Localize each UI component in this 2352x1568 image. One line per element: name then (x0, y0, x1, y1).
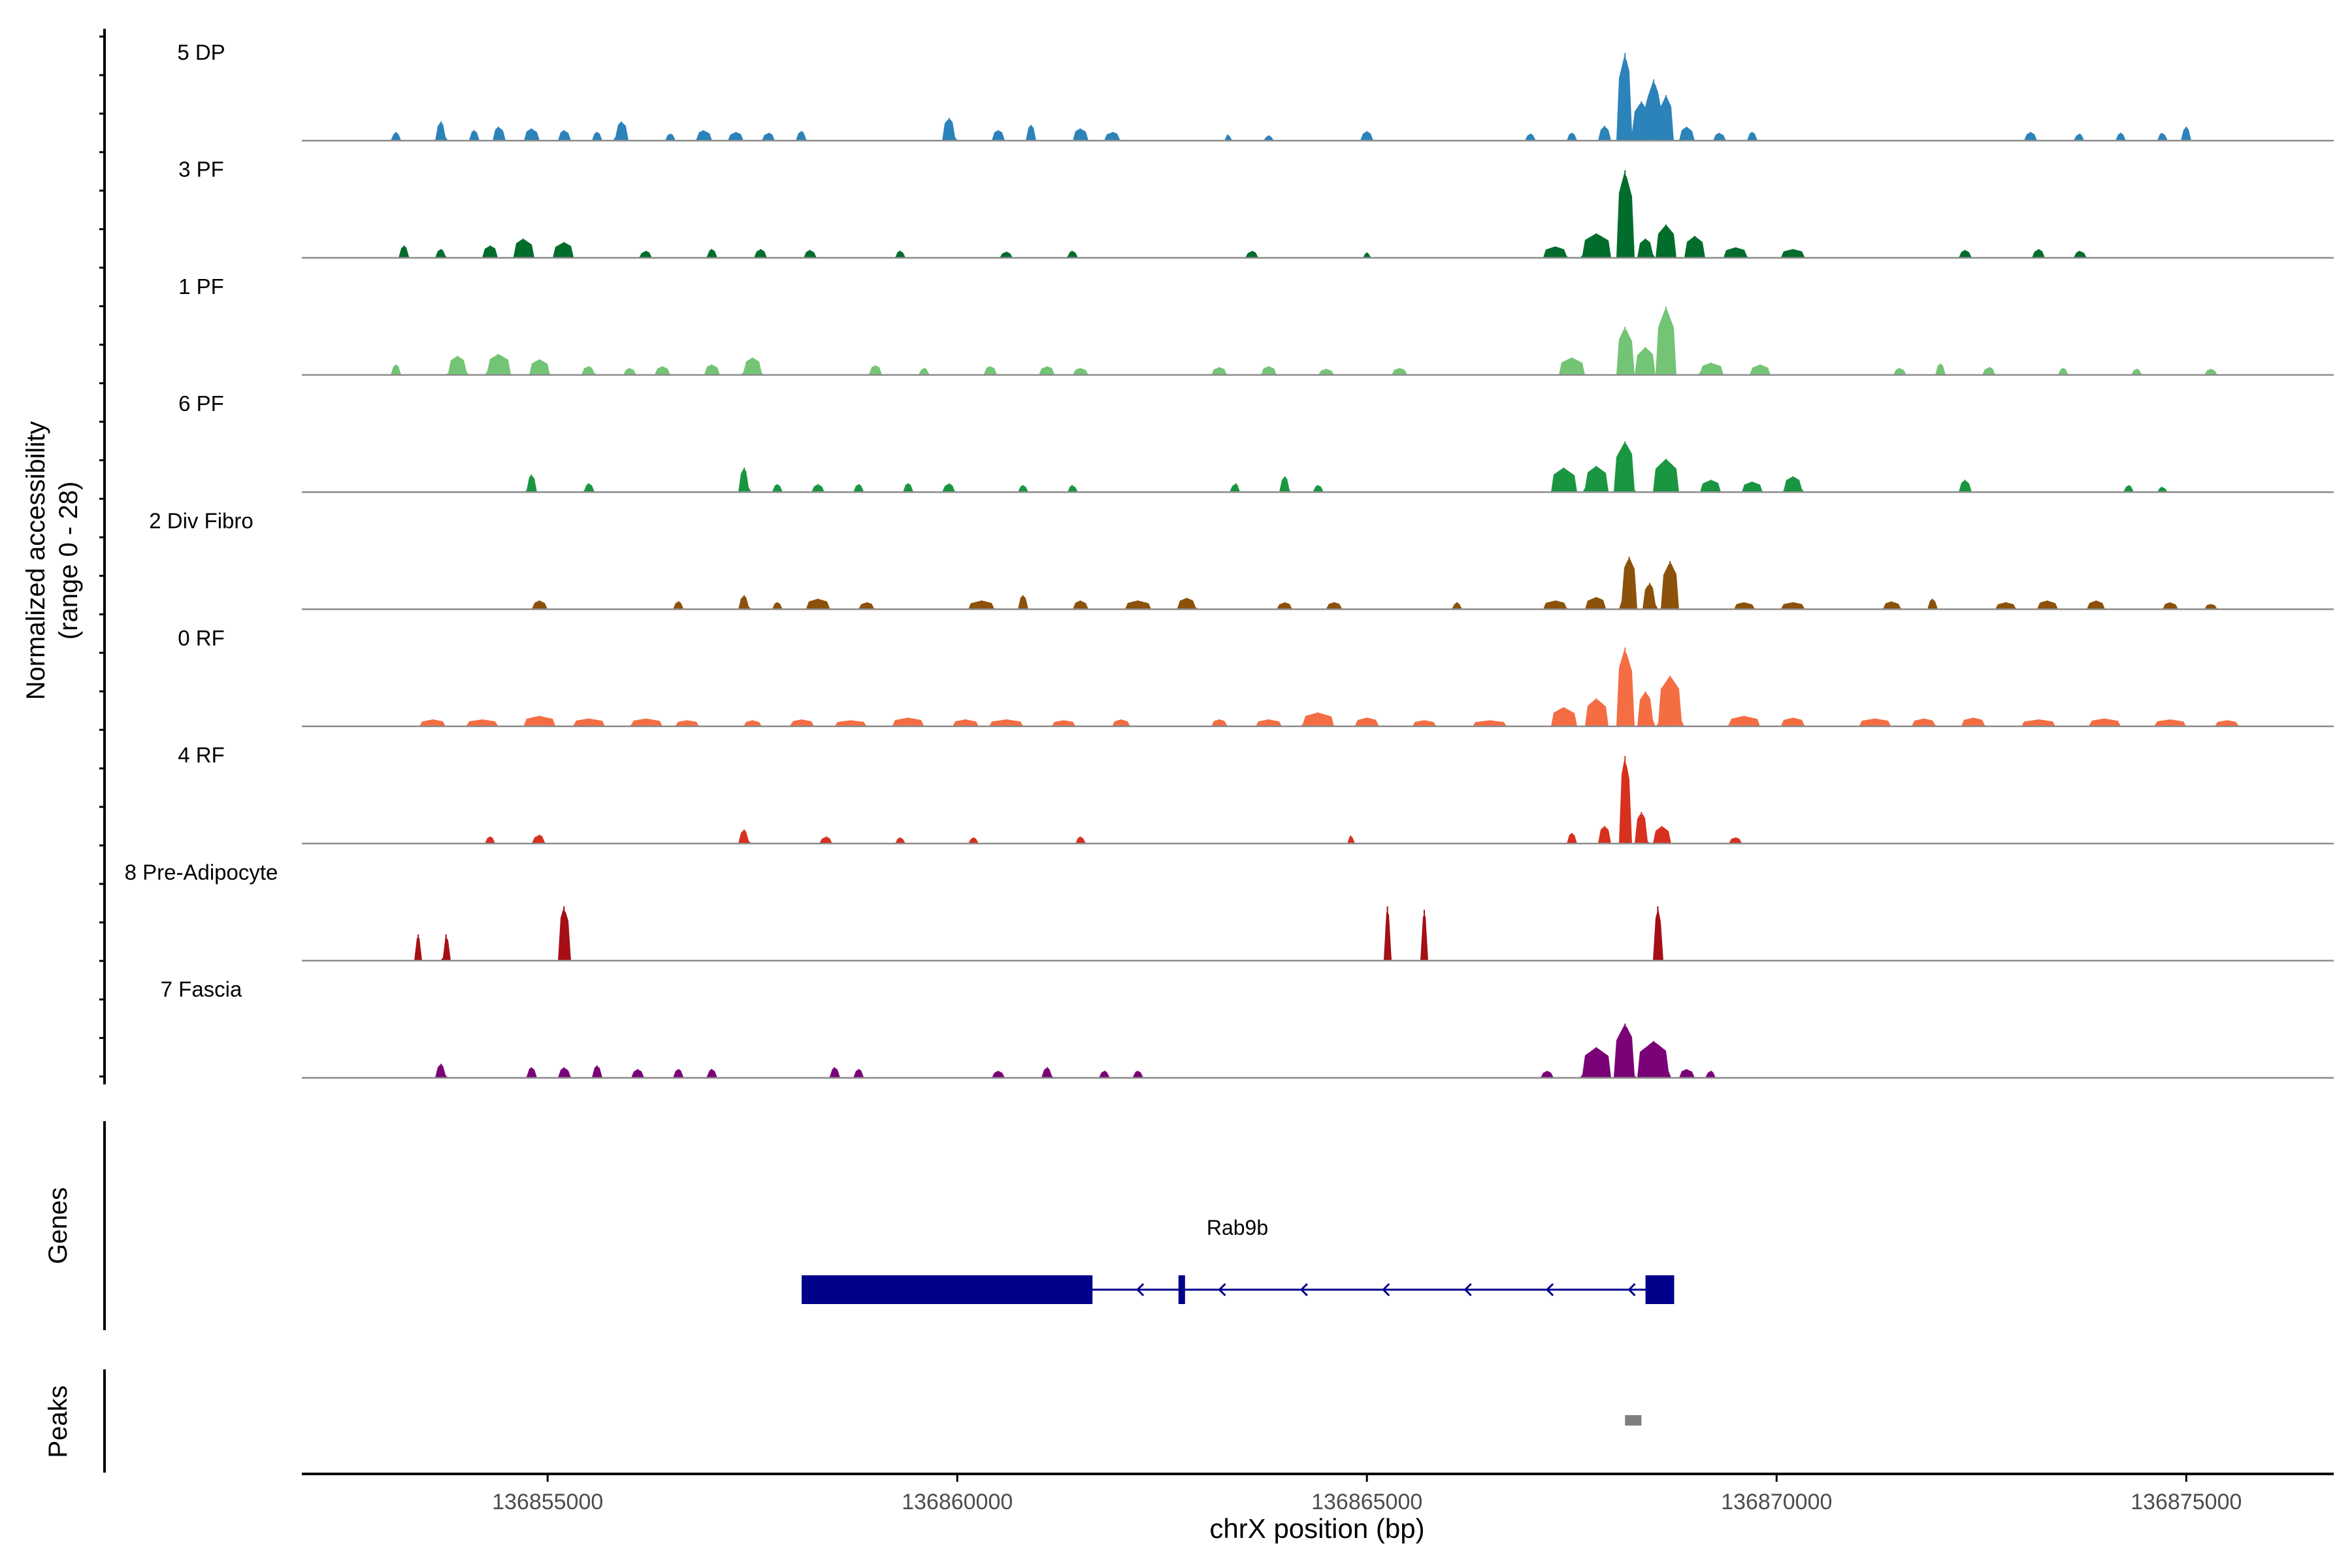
track-label: 8 Pre-Adipocyte (125, 860, 278, 884)
coverage-area (302, 306, 2334, 375)
coverage-area (302, 557, 2334, 610)
strand-arrow (1382, 1282, 1390, 1297)
coverage-area (302, 56, 2334, 141)
coverage-y-axis-title-line2: (range 0 - 28) (54, 482, 83, 640)
track-7-fascia: 7 Fascia (161, 977, 2334, 1079)
strand-arrow (1299, 1282, 1308, 1297)
strand-arrow (1627, 1282, 1636, 1297)
coverage-area (302, 442, 2334, 493)
strand-arrow (1135, 1282, 1145, 1297)
gene-model-rab9b (801, 1275, 1674, 1304)
peaks-panel-title: Peaks (44, 1385, 73, 1458)
x-axis-ticks: 136855000 136860000 136865000 136870000 1368… (492, 1474, 2242, 1514)
x-tick-label: 136870000 (1721, 1490, 1832, 1514)
track-1-pf: 1 PF (178, 274, 2334, 376)
gene-exon (802, 1275, 1093, 1304)
strand-arrow (1218, 1282, 1226, 1297)
track-4-rf: 4 RF (178, 743, 2334, 845)
track-3-pf: 3 PF (178, 157, 2334, 259)
track-label: 2 Div Fibro (149, 509, 253, 533)
track-label: 1 PF (178, 274, 224, 299)
peak-region (1625, 1415, 1642, 1426)
track-label: 6 PF (178, 391, 224, 416)
coverage-tracks: 5 DP 3 PF 1 PF 6 PF 2 Div Fibro 0 RF 4 RF 8 Pre… (125, 40, 2334, 1079)
x-axis-title: chrX position (bp) (1209, 1513, 1424, 1544)
coverage-area (302, 908, 2334, 961)
x-tick-label: 136855000 (492, 1490, 603, 1514)
peak-regions (1625, 1415, 1642, 1426)
coverage-y-axis (99, 29, 106, 1085)
x-tick-label: 136875000 (2131, 1490, 2242, 1514)
track-label: 7 Fascia (161, 977, 242, 1002)
track-5-dp: 5 DP (177, 40, 2334, 142)
x-tick-label: 136860000 (902, 1490, 1013, 1514)
track-label: 5 DP (177, 40, 225, 64)
coverage-area (302, 760, 2334, 844)
strand-arrow (1545, 1282, 1554, 1297)
coverage-area (302, 173, 2334, 258)
track-label: 0 RF (178, 626, 225, 650)
track-label: 3 PF (178, 157, 224, 182)
strand-arrow (1463, 1282, 1472, 1297)
track-6-pf: 6 PF (178, 391, 2334, 493)
track-0-rf: 0 RF (178, 626, 2334, 728)
genes-panel-title: Genes (44, 1187, 73, 1264)
coverage-y-axis-title-line1: Normalized accessibility (22, 421, 50, 700)
track-label: 4 RF (178, 743, 225, 767)
gene-exon (1178, 1275, 1185, 1304)
coverage-area (302, 1025, 2334, 1078)
gene-name-label: Rab9b (1207, 1216, 1268, 1239)
gene-exon (1645, 1275, 1674, 1304)
x-tick-label: 136865000 (1311, 1490, 1422, 1514)
track-8-pre-adipocyte: 8 Pre-Adipocyte (125, 860, 2334, 962)
track-2-div-fibro: 2 Div Fibro (149, 509, 2334, 610)
